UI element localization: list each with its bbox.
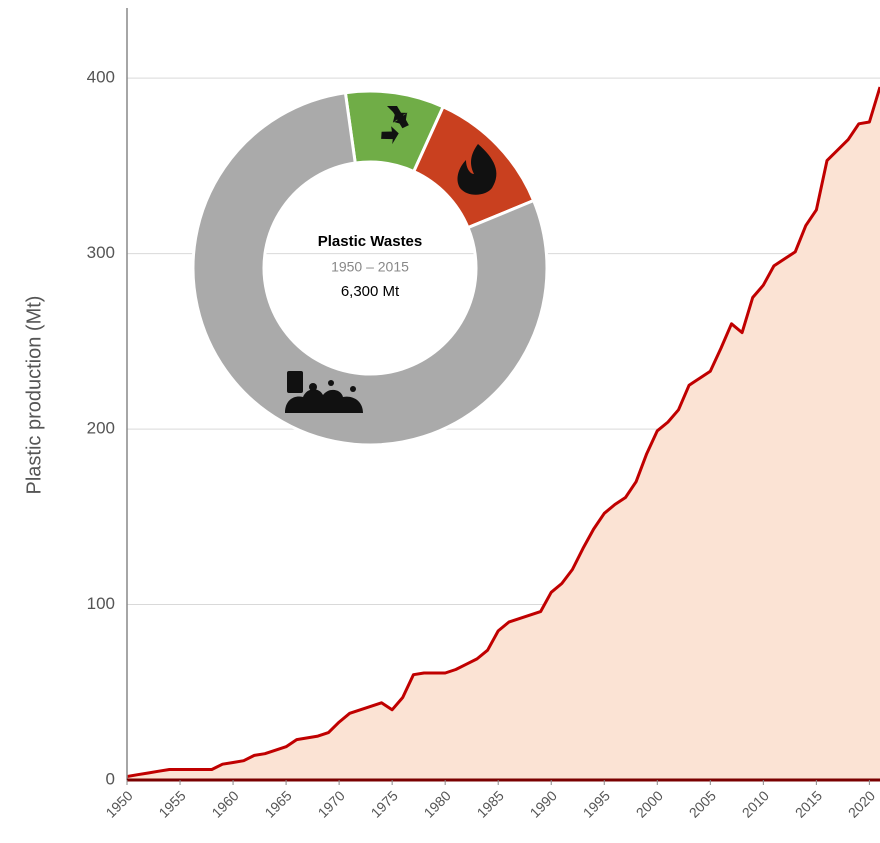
x-tick-label: 1970 (315, 787, 348, 820)
y-tick-label: 200 (87, 419, 115, 438)
y-tick-label: 100 (87, 594, 115, 613)
x-tick-label: 2000 (633, 787, 666, 820)
y-axis-label: Plastic production (Mt) (23, 296, 45, 495)
fire-icon (457, 144, 497, 195)
x-tick-label: 1980 (421, 787, 454, 820)
x-tick-label: 1950 (102, 787, 135, 820)
line (126, 86, 880, 778)
y-tick-label: 400 (87, 68, 115, 87)
donut-total: 6,300 Mt (341, 283, 400, 300)
x-tick-label: 1960 (208, 787, 241, 820)
y-tick-label: 300 (87, 243, 115, 262)
x-tick-label: 1990 (527, 787, 560, 820)
x-tick-label: 1965 (261, 787, 294, 820)
donut-segment (191, 91, 549, 447)
x-tick-label: 1985 (474, 787, 507, 820)
x-tick-label: 1975 (368, 787, 401, 820)
donut-subtitle: 1950 – 2015 (331, 259, 409, 275)
area (127, 87, 880, 780)
recycle-icon (381, 106, 409, 145)
plot-area: 0 100 200 300 400 1950 1955 1960 1965 1970 1975 198… (87, 8, 880, 821)
y-tick-label: 0 (106, 769, 115, 788)
x-tick-label: 2010 (739, 787, 772, 820)
x-tick-label: 1995 (580, 787, 613, 820)
landfill-icon (285, 371, 363, 413)
x-tick-label: 2020 (845, 787, 878, 820)
donut-title: Plastic Wastes (318, 233, 423, 250)
x-tick-label: 2015 (792, 787, 825, 820)
x-tick-label: 2005 (686, 787, 719, 820)
x-tick-label: 1955 (155, 787, 188, 820)
